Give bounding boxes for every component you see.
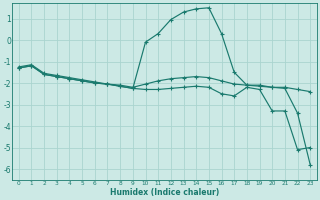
- X-axis label: Humidex (Indice chaleur): Humidex (Indice chaleur): [110, 188, 219, 197]
